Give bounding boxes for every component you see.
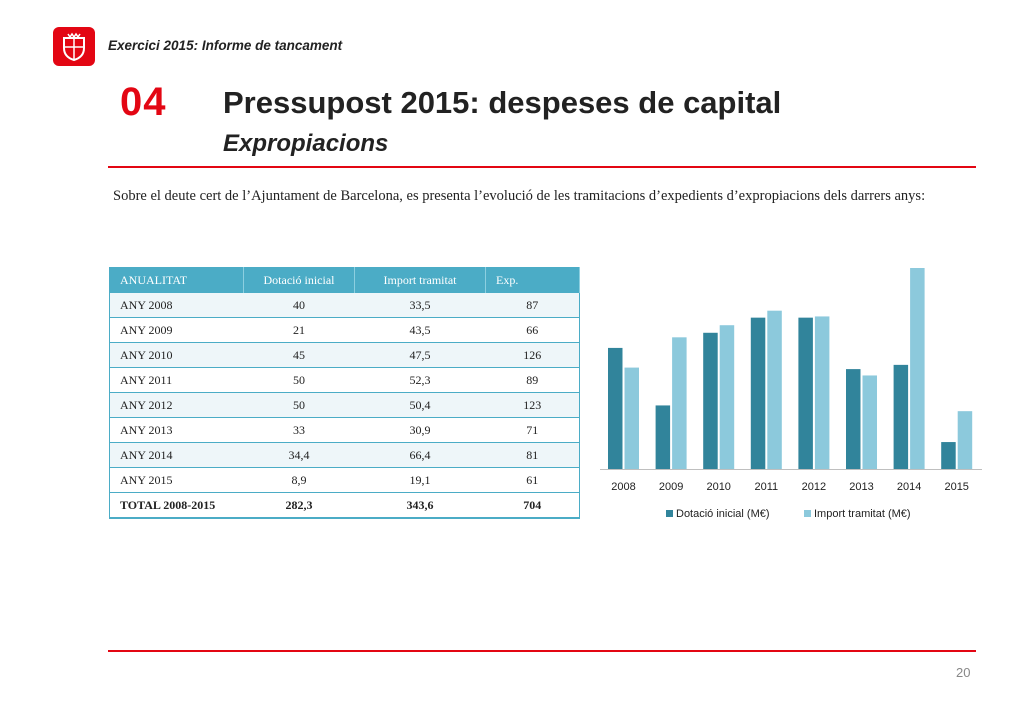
barcelona-logo (53, 27, 95, 66)
legend-swatch (666, 510, 673, 517)
table-cell: 282,3 (243, 492, 355, 519)
table-cell: 343,6 (354, 492, 486, 519)
table-cell: ANY 2015 (109, 467, 244, 493)
table-row: ANY 2010 45 47,5 126 (109, 342, 580, 368)
bar-dotacio-2012 (798, 317, 813, 469)
page-subtitle: Expropiacions (223, 130, 389, 157)
bar-dotacio-2009 (655, 405, 671, 469)
bottom-divider (108, 650, 976, 652)
column-header: ANUALITAT (109, 267, 244, 293)
table-cell: 89 (485, 367, 580, 393)
table-cell: 30,9 (354, 417, 486, 443)
legend-swatch (804, 510, 811, 517)
table-cell: 19,1 (354, 467, 486, 493)
top-divider (108, 166, 976, 168)
bar-dotacio-2008 (608, 347, 623, 469)
table-cell: 126 (485, 342, 580, 368)
table-cell: ANY 2014 (109, 442, 244, 468)
table-row: ANY 2013 33 30,9 71 (109, 417, 580, 443)
table-cell: 123 (485, 392, 580, 418)
table-row: ANY 2012 50 50,4 123 (109, 392, 580, 418)
legend-label: Import tramitat (M€) (814, 508, 911, 520)
section-number: 04 (120, 80, 167, 124)
bar-import-2012 (814, 316, 830, 469)
legend-label: Dotació inicial (M€) (676, 508, 770, 520)
table-cell: 33 (243, 417, 355, 443)
table-cell: 50,4 (354, 392, 486, 418)
column-header: Import tramitat (354, 267, 486, 293)
table-cell: ANY 2009 (109, 317, 244, 343)
table-row: ANY 2015 8,9 19,1 61 (109, 467, 580, 493)
report-header: Exercici 2015: Informe de tancament (108, 38, 343, 53)
table-cell: 61 (485, 467, 580, 493)
bar-dotacio-2015 (941, 442, 956, 469)
table-header-row: ANUALITAT Dotació inicial Import tramita… (109, 267, 580, 293)
x-tick-label: 2011 (754, 481, 778, 493)
table-cell: 33,5 (354, 293, 486, 318)
table-row: ANY 2011 50 52,3 89 (109, 367, 580, 393)
x-tick-label: 2010 (706, 481, 730, 493)
bar-chart: 2008 2009 2010 2011 2012 2013 2014 2015 Dotació … (600, 268, 982, 520)
expropriations-table: ANUALITAT Dotació inicial Import tramita… (109, 267, 580, 519)
table-row: ANY 2008 40 33,5 87 (109, 293, 580, 318)
crest-icon (63, 32, 85, 61)
x-tick-label: 2015 (944, 481, 968, 493)
table-cell: 52,3 (354, 367, 486, 393)
x-tick-label: 2014 (897, 481, 921, 493)
bar-import-2009 (672, 337, 687, 469)
table-cell: 34,4 (243, 442, 355, 468)
column-header: Dotació inicial (243, 267, 355, 293)
table-total-row: TOTAL 2008-2015 282,3 343,6 704 (109, 492, 580, 519)
page-number: 20 (956, 665, 971, 680)
table-cell: 45 (243, 342, 355, 368)
table-row: ANY 2014 34,4 66,4 81 (109, 442, 580, 468)
table-cell: 21 (243, 317, 355, 343)
table-cell: 87 (485, 293, 580, 318)
column-header: Exp. (485, 267, 580, 293)
table-cell: ANY 2008 (109, 293, 244, 318)
table-cell: 43,5 (354, 317, 486, 343)
x-tick-label: 2013 (849, 481, 873, 493)
table-cell: 8,9 (243, 467, 355, 493)
table-cell: ANY 2012 (109, 392, 244, 418)
table-cell: 40 (243, 293, 355, 318)
bar-dotacio-2011 (750, 317, 766, 469)
table-cell: ANY 2011 (109, 367, 244, 393)
bar-import-2008 (624, 367, 639, 469)
bar-import-2011 (767, 310, 782, 469)
table-cell: ANY 2013 (109, 417, 244, 443)
x-tick-label: 2008 (611, 481, 635, 493)
table-cell: 81 (485, 442, 580, 468)
bar-import-2010 (719, 325, 735, 469)
bar-dotacio-2014 (893, 364, 909, 469)
table-cell: 50 (243, 367, 355, 393)
x-tick-label: 2012 (802, 481, 826, 493)
page-title: Pressupost 2015: despeses de capital (223, 85, 782, 120)
bar-dotacio-2013 (846, 369, 861, 469)
table-cell: 704 (485, 492, 580, 519)
bar-import-2015 (957, 411, 973, 469)
intro-paragraph: Sobre el deute cert de l’Ajuntament de B… (113, 188, 926, 204)
bar-dotacio-2010 (703, 332, 718, 469)
x-tick-label: 2009 (659, 481, 683, 493)
table-row: ANY 2009 21 43,5 66 (109, 317, 580, 343)
bar-import-2014 (910, 268, 925, 469)
table-cell: ANY 2010 (109, 342, 244, 368)
table-cell: 71 (485, 417, 580, 443)
bar-import-2013 (862, 375, 877, 469)
table-cell: 47,5 (354, 342, 486, 368)
table-cell: 50 (243, 392, 355, 418)
table-cell: TOTAL 2008-2015 (109, 492, 244, 519)
table-cell: 66 (485, 317, 580, 343)
table-cell: 66,4 (354, 442, 486, 468)
